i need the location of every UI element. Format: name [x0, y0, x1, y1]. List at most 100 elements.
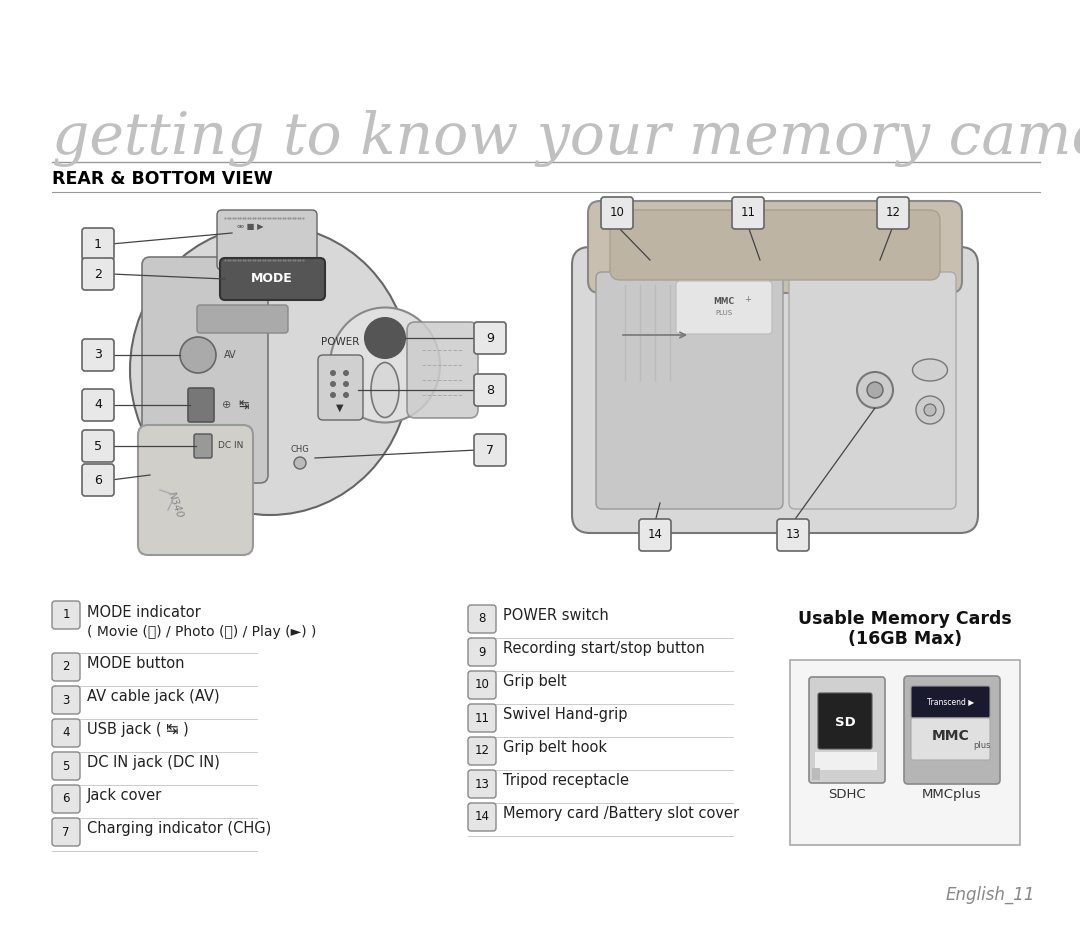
FancyBboxPatch shape: [52, 785, 80, 813]
Text: Recording start/stop button: Recording start/stop button: [503, 641, 705, 656]
Text: 6: 6: [63, 792, 70, 805]
Text: 4: 4: [63, 727, 70, 740]
Text: MODE button: MODE button: [87, 656, 185, 671]
Text: 8: 8: [478, 612, 486, 625]
FancyBboxPatch shape: [188, 388, 214, 422]
FancyBboxPatch shape: [82, 258, 114, 290]
Text: 12: 12: [474, 745, 489, 758]
FancyBboxPatch shape: [474, 374, 507, 406]
Ellipse shape: [330, 308, 440, 423]
FancyBboxPatch shape: [904, 676, 1000, 784]
FancyBboxPatch shape: [318, 355, 363, 420]
Text: ⚮ ■ ▶: ⚮ ■ ▶: [237, 222, 264, 231]
Text: Swivel Hand-grip: Swivel Hand-grip: [503, 707, 627, 722]
Text: 9: 9: [478, 646, 486, 659]
Text: 6: 6: [94, 474, 102, 486]
Text: PLUS: PLUS: [715, 310, 732, 316]
FancyBboxPatch shape: [52, 653, 80, 681]
Text: 9: 9: [486, 331, 494, 344]
Text: 3: 3: [63, 693, 70, 706]
FancyBboxPatch shape: [468, 737, 496, 765]
Text: DC IN jack (DC IN): DC IN jack (DC IN): [87, 755, 220, 770]
FancyBboxPatch shape: [877, 197, 909, 229]
Text: 5: 5: [94, 439, 102, 453]
Text: Charging indicator (CHG): Charging indicator (CHG): [87, 821, 271, 836]
Text: English_11: English_11: [945, 885, 1035, 904]
Circle shape: [180, 337, 216, 373]
FancyBboxPatch shape: [676, 281, 772, 334]
Text: POWER: POWER: [321, 337, 360, 347]
FancyBboxPatch shape: [82, 228, 114, 260]
Ellipse shape: [130, 225, 410, 515]
Text: N340: N340: [165, 491, 185, 520]
FancyBboxPatch shape: [194, 434, 212, 458]
Text: 7: 7: [486, 443, 494, 456]
FancyBboxPatch shape: [82, 464, 114, 496]
Circle shape: [916, 396, 944, 424]
Circle shape: [343, 381, 349, 387]
Text: 13: 13: [785, 528, 800, 541]
FancyBboxPatch shape: [52, 719, 80, 747]
Circle shape: [867, 382, 883, 398]
Text: MODE indicator: MODE indicator: [87, 605, 201, 620]
Text: USB jack ( ↹ ): USB jack ( ↹ ): [87, 722, 189, 737]
FancyBboxPatch shape: [468, 704, 496, 732]
Circle shape: [365, 318, 405, 358]
Text: Grip belt hook: Grip belt hook: [503, 740, 607, 755]
Text: 11: 11: [741, 206, 756, 219]
Ellipse shape: [372, 363, 399, 417]
Text: 11: 11: [474, 712, 489, 725]
Text: 14: 14: [648, 528, 662, 541]
FancyBboxPatch shape: [912, 718, 990, 760]
FancyBboxPatch shape: [474, 434, 507, 466]
Text: REAR & BOTTOM VIEW: REAR & BOTTOM VIEW: [52, 170, 273, 188]
Bar: [815, 752, 877, 770]
Circle shape: [858, 372, 893, 408]
FancyBboxPatch shape: [639, 519, 671, 551]
Circle shape: [330, 392, 336, 398]
FancyBboxPatch shape: [468, 770, 496, 798]
FancyBboxPatch shape: [52, 818, 80, 846]
FancyBboxPatch shape: [220, 258, 325, 300]
FancyBboxPatch shape: [217, 210, 318, 270]
Text: Memory card /Battery slot cover: Memory card /Battery slot cover: [503, 806, 739, 821]
Text: 2: 2: [94, 268, 102, 281]
Text: ⊕: ⊕: [222, 400, 231, 410]
FancyBboxPatch shape: [468, 671, 496, 699]
Text: 13: 13: [474, 777, 489, 790]
FancyBboxPatch shape: [809, 677, 885, 783]
Text: 14: 14: [474, 811, 489, 824]
Text: SD: SD: [835, 716, 855, 729]
Text: 1: 1: [94, 238, 102, 250]
FancyBboxPatch shape: [600, 197, 633, 229]
FancyBboxPatch shape: [52, 601, 80, 629]
Text: 10: 10: [609, 206, 624, 219]
FancyBboxPatch shape: [468, 638, 496, 666]
FancyBboxPatch shape: [141, 257, 268, 483]
FancyBboxPatch shape: [52, 686, 80, 714]
FancyBboxPatch shape: [732, 197, 764, 229]
Text: 2: 2: [63, 661, 70, 674]
FancyBboxPatch shape: [82, 389, 114, 421]
Bar: [812, 768, 820, 780]
Circle shape: [343, 370, 349, 376]
Text: 8: 8: [486, 383, 494, 397]
FancyBboxPatch shape: [789, 272, 956, 509]
FancyBboxPatch shape: [468, 605, 496, 633]
FancyBboxPatch shape: [138, 425, 253, 555]
Circle shape: [294, 457, 306, 469]
Text: Usable Memory Cards: Usable Memory Cards: [798, 610, 1012, 628]
FancyBboxPatch shape: [572, 247, 978, 533]
Text: MODE: MODE: [252, 272, 293, 285]
Text: AV: AV: [224, 350, 237, 360]
Text: plus: plus: [973, 741, 990, 749]
Circle shape: [330, 381, 336, 387]
Text: SDHC: SDHC: [828, 788, 866, 801]
Text: CHG: CHG: [291, 445, 309, 454]
Text: 7: 7: [63, 826, 70, 839]
Text: ↹: ↹: [238, 398, 248, 411]
Text: MMCplus: MMCplus: [922, 788, 982, 801]
FancyBboxPatch shape: [82, 339, 114, 371]
Text: MMC: MMC: [932, 729, 970, 743]
Text: Jack cover: Jack cover: [87, 788, 162, 803]
